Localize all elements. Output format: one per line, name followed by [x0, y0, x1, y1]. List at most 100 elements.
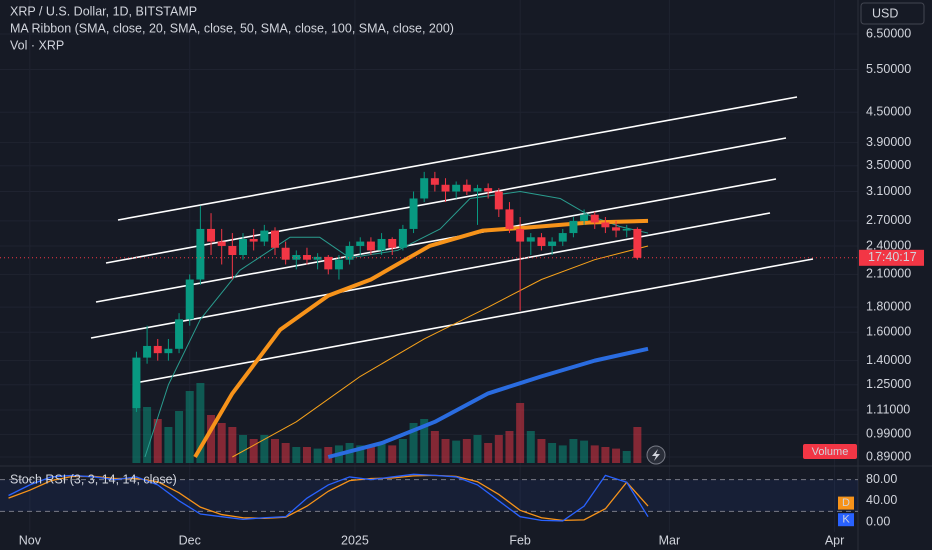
candle-body: [302, 255, 311, 260]
stoch-tick-label: 0.00: [866, 514, 890, 528]
volume-bar: [388, 445, 397, 463]
series-badge: [838, 513, 854, 527]
moving-average: [144, 191, 649, 458]
candle-body: [132, 357, 141, 409]
volume-bar: [430, 431, 439, 463]
volume-legend: Vol · XRP: [10, 38, 64, 52]
chart-title: XRP / U.S. Dollar, 1D, BITSTAMP: [10, 4, 197, 18]
volume-badge: [803, 444, 857, 459]
candle-body: [633, 228, 642, 258]
volume-bar: [281, 443, 290, 463]
volume-bar: [377, 443, 386, 463]
y-tick-label: 1.60000: [866, 325, 911, 339]
x-tick-label: Feb: [509, 533, 531, 547]
moving-average: [327, 346, 649, 459]
bolt-icon[interactable]: [646, 445, 666, 465]
candle-body: [334, 259, 343, 270]
candle-body: [537, 237, 546, 246]
y-tick-label: 2.70000: [866, 213, 911, 227]
y-tick-label: 6.50000: [866, 26, 911, 40]
x-tick-label: Nov: [19, 533, 42, 547]
candle-body: [377, 238, 386, 251]
volume-bar: [516, 403, 525, 463]
volume-bar: [207, 415, 216, 463]
volume-bar: [590, 445, 599, 463]
volume-bar: [601, 447, 610, 463]
volume-badge-label: Volume: [812, 446, 849, 458]
stoch-band: [0, 479, 858, 512]
series-badge-label: K: [842, 514, 850, 526]
candle-body: [239, 238, 248, 256]
countdown-label: 17:40:17: [868, 250, 917, 264]
y-tick-label: 1.80000: [866, 299, 911, 313]
volume-bar: [526, 431, 535, 463]
moving-average: [193, 218, 649, 459]
volume-bar: [398, 439, 407, 463]
volume-bar: [185, 391, 194, 463]
x-tick-label: 2025: [341, 533, 369, 547]
y-tick-label: 0.89000: [866, 449, 911, 463]
volume-bar: [132, 387, 141, 463]
x-tick-label: Apr: [825, 533, 844, 547]
volume-bar: [633, 427, 642, 463]
volume-bar: [175, 411, 184, 463]
volume-bar: [420, 419, 429, 463]
volume-bar: [217, 423, 226, 463]
currency-button[interactable]: [860, 2, 925, 25]
volume-bar: [196, 383, 205, 463]
candle-body: [430, 178, 439, 185]
candle-body: [590, 214, 599, 223]
volume-bar: [164, 427, 173, 463]
candle-body: [420, 178, 429, 199]
candle-body: [622, 228, 631, 231]
currency-label: USD: [872, 6, 898, 20]
candle-body: [207, 228, 216, 242]
candle-body: [569, 220, 578, 234]
countdown-badge: [859, 249, 924, 266]
volume-bar: [366, 447, 375, 463]
y-tick-label: 2.10000: [866, 267, 911, 281]
y-tick-label: 0.99000: [866, 427, 911, 441]
candle-body: [196, 228, 205, 280]
volume-bar: [270, 439, 279, 463]
candle-body: [356, 241, 365, 246]
volume-bar: [462, 439, 471, 463]
volume-bar: [356, 445, 365, 463]
y-tick-label: 1.25000: [866, 377, 911, 391]
candle-body: [143, 345, 152, 358]
candle-body: [473, 188, 482, 192]
stoch-tick-label: 40.00: [866, 493, 897, 507]
volume-bar: [292, 447, 301, 463]
candle-body: [505, 209, 514, 229]
candle-body: [398, 228, 407, 248]
candle-layer: [132, 171, 642, 412]
volume-bar: [494, 435, 503, 463]
volume-bar: [441, 439, 450, 463]
candle-body: [228, 245, 237, 256]
volume-bar: [558, 445, 567, 463]
candle-body: [409, 198, 418, 229]
candle-body: [217, 241, 226, 246]
stoch-line: [8, 473, 649, 522]
y-tick-label: 3.50000: [866, 158, 911, 172]
stoch-tick-label: 80.00: [866, 472, 897, 486]
candle-body: [516, 228, 525, 242]
trend-line: [117, 96, 798, 221]
candle-body: [462, 184, 471, 192]
ma-layer: [144, 191, 649, 459]
volume-bar: [249, 439, 258, 463]
candle-body: [249, 238, 258, 242]
stoch-line: [8, 474, 649, 522]
candle-body: [366, 241, 375, 251]
volume-bar: [505, 431, 514, 463]
series-badge: [838, 496, 854, 510]
volume-bar: [452, 440, 461, 463]
volume-bar: [537, 439, 546, 463]
candle-body: [612, 227, 621, 231]
volume-bar: [622, 451, 631, 463]
y-tick-label: 3.10000: [866, 184, 911, 198]
moving-average: [232, 245, 649, 458]
candle-body: [185, 279, 194, 320]
y-tick-label: 4.50000: [866, 105, 911, 119]
trend-line: [134, 258, 814, 384]
